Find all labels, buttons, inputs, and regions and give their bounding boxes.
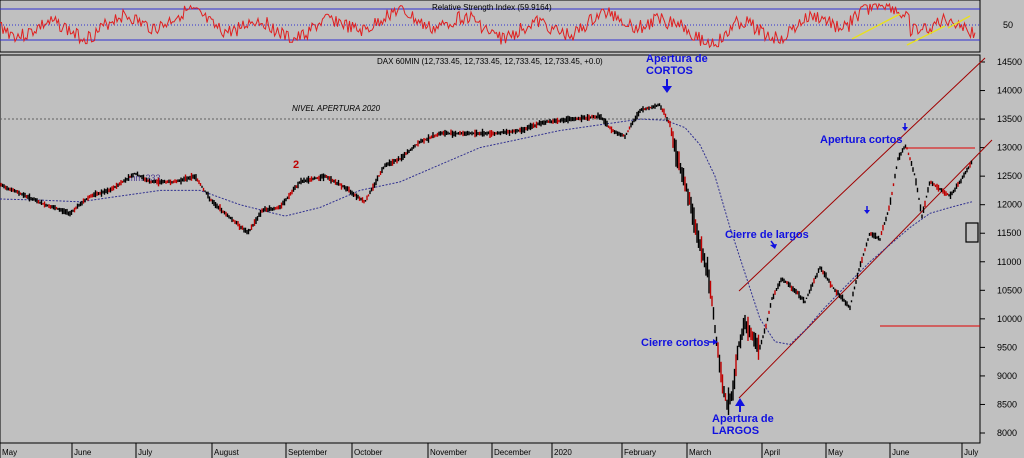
annot-apertura-largos-1: Apertura de (712, 413, 774, 425)
y-tick-label: 13500 (997, 114, 1022, 124)
x-tick-label: November (430, 448, 467, 457)
arrow-right-icon (708, 339, 718, 345)
y-tick-label: 13000 (997, 143, 1022, 153)
rsi-title: Relative Strength Index (59.9164) (432, 3, 552, 12)
y-tick-label: 8500 (997, 399, 1017, 409)
y-tick-label: 14000 (997, 86, 1022, 96)
nivel-apertura-label: NIVEL APERTURA 2020 (292, 104, 381, 113)
x-tick-label: May (828, 448, 843, 457)
x-tick-label: February (624, 448, 656, 457)
arrow-down-icon (662, 79, 672, 93)
arrow-down-icon (770, 240, 777, 249)
arrow-down-icon (902, 123, 908, 131)
mm233-line (0, 118, 973, 346)
y-tick-label: 9000 (997, 371, 1017, 381)
price-series (0, 103, 973, 416)
rsi-trendline-2 (906, 25, 946, 46)
rsi-line (0, 2, 976, 49)
rsi-trendline-1 (851, 13, 901, 40)
annot-cierre-largos: Cierre de largos (725, 229, 809, 241)
x-tick-label: October (354, 448, 383, 457)
channel-lower (738, 139, 993, 399)
x-tick-label: December (494, 448, 531, 457)
x-tick-label: June (74, 448, 92, 457)
x-tick-label: May (2, 448, 17, 457)
annot-apertura-cortos-b: Apertura cortos (820, 134, 903, 146)
y-tick-label: 12500 (997, 171, 1022, 181)
x-tick-label: September (288, 448, 327, 457)
x-tick-label: 2020 (554, 448, 572, 457)
x-tick-label: July (964, 448, 978, 457)
y-tick-label: 14500 (997, 57, 1022, 67)
price-panel: DAX 60MIN (12,733.45, 12,733.45, 12,733.… (0, 53, 1022, 458)
y-tick-label: 10500 (997, 285, 1022, 295)
y-tick-label: 8000 (997, 428, 1017, 438)
price-x-axis: May June July August September October Novembe… (0, 443, 978, 458)
y-tick-label: 11000 (997, 257, 1021, 267)
x-tick-label: July (138, 448, 152, 457)
y-tick-label: 12000 (997, 200, 1022, 210)
y-tick-label: 10000 (997, 314, 1022, 324)
annot-apertura-largos-2: LARGOS (712, 425, 759, 437)
arrow-up-icon (735, 398, 745, 412)
arrow-down-icon (864, 206, 870, 214)
channel-upper (738, 57, 986, 292)
price-title: DAX 60MIN (12,733.45, 12,733.45, 12,733.… (377, 57, 603, 66)
marker-two: 2 (293, 159, 299, 171)
mm233-label: mm 233 (128, 173, 161, 183)
rsi-panel: Relative Strength Index (59.9164) 50 (0, 0, 1013, 53)
price-y-axis: 8000 8500 9000 9500 10000 10500 11000 11500 1200… (980, 57, 1022, 438)
rsi-trendline-3 (947, 15, 971, 29)
annot-cierre-cortos: Cierre cortos (641, 337, 709, 349)
x-tick-label: March (689, 448, 711, 457)
x-tick-label: August (214, 448, 240, 457)
annot-apertura-cortos-2: CORTOS (646, 65, 693, 77)
x-tick-label: June (892, 448, 910, 457)
rsi-tick-label: 50 (1003, 20, 1013, 30)
annot-apertura-cortos-1: Apertura de (646, 53, 708, 65)
y-tick-label: 11500 (997, 228, 1021, 238)
x-tick-label: April (764, 448, 780, 457)
marker-box (965, 222, 979, 243)
y-tick-label: 9500 (997, 342, 1017, 352)
